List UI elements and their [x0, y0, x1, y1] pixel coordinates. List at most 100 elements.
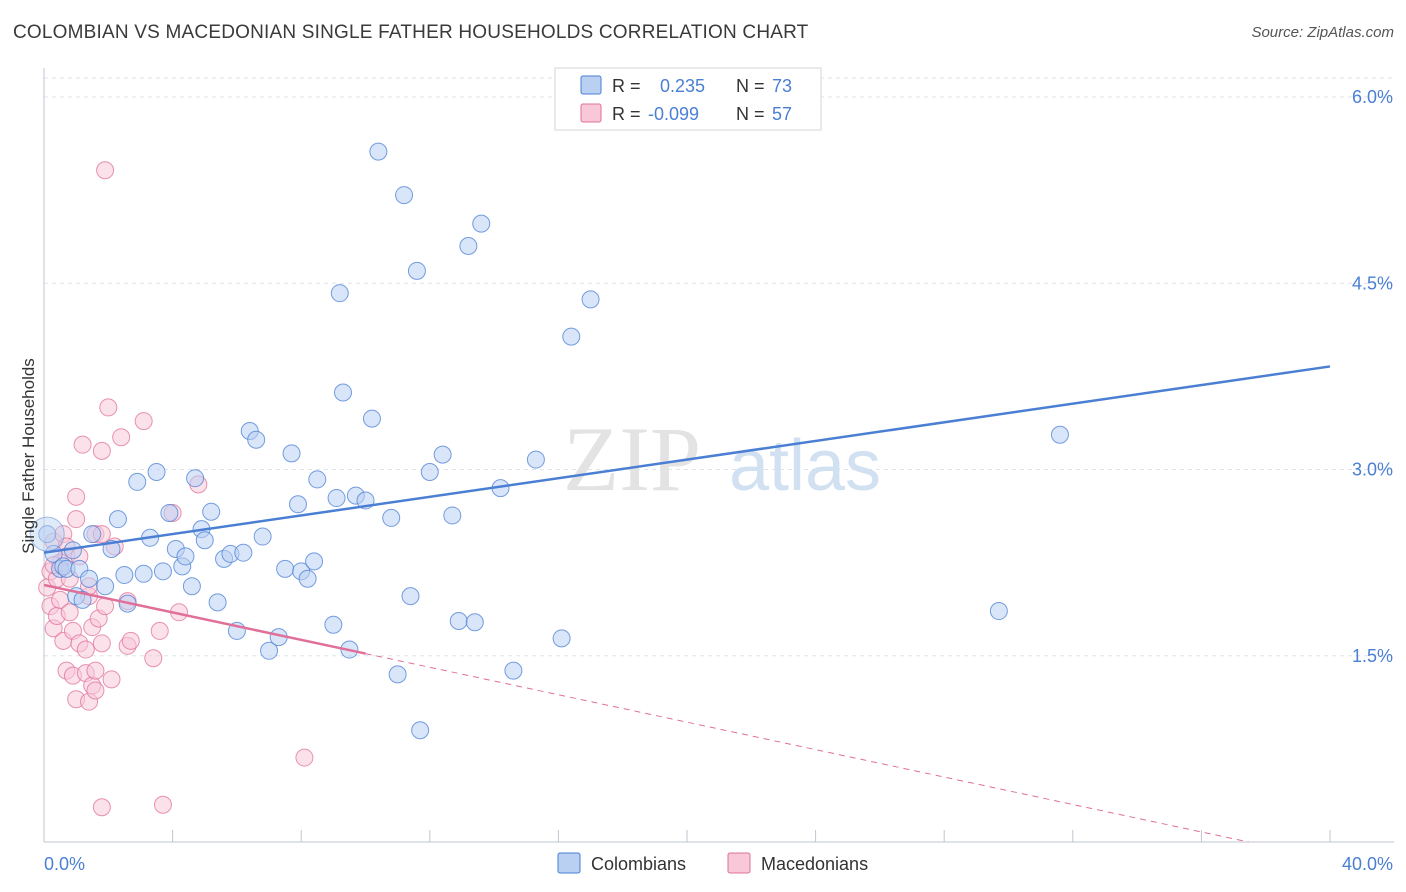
- macedonians-point-31: [86, 661, 105, 680]
- x-tick-label-0: 0.0%: [44, 854, 85, 874]
- colombians-point-40: [276, 559, 295, 578]
- colombians-point-46: [308, 470, 327, 489]
- colombians-point-13: [108, 510, 127, 529]
- legend-swatch-colombians: [557, 852, 581, 874]
- axes: [43, 68, 1394, 843]
- stats-r-value-macedonians: -0.099: [648, 104, 699, 124]
- macedonians-point-23: [73, 435, 92, 454]
- legend-label-colombians: Colombians: [591, 854, 686, 874]
- colombians-point-55: [369, 142, 388, 161]
- colombians-point-68: [472, 214, 491, 233]
- colombians-point-76: [1050, 425, 1069, 444]
- colombians-point-28: [195, 531, 214, 550]
- colombians-point-11: [96, 577, 115, 596]
- colombians-point-50: [333, 383, 352, 402]
- colombians-point-14: [115, 566, 134, 585]
- y-tick-label-1: 3.0%: [1352, 460, 1393, 480]
- macedonians-point-37: [92, 634, 111, 653]
- x-tick-label-1: 40.0%: [1342, 854, 1393, 874]
- colombians-point-56: [382, 508, 401, 527]
- y-axis-label: Single Father Households: [19, 358, 38, 554]
- colombians-point-10: [83, 525, 102, 544]
- colombians-point-16: [128, 472, 147, 491]
- colombians-point-42: [288, 495, 307, 514]
- colombians-point-48: [327, 489, 346, 508]
- colombians-point-8: [73, 590, 92, 609]
- macedonians-point-44: [112, 428, 131, 447]
- stats-r-label-colombians: R =: [612, 76, 641, 96]
- colombians-point-29: [202, 502, 221, 521]
- colombians-point-9: [80, 569, 99, 588]
- colombians-point-41: [282, 444, 301, 463]
- colombians-point-64: [443, 506, 462, 525]
- colombians-point-49: [330, 284, 349, 303]
- colombians-point-75: [989, 602, 1008, 621]
- legend-label-macedonians: Macedonians: [761, 854, 868, 874]
- macedonians-point-50: [150, 621, 169, 640]
- y-tick-label-3: 6.0%: [1352, 87, 1393, 107]
- colombians-point-54: [362, 409, 381, 428]
- colombians-point-71: [526, 450, 545, 469]
- macedonians-point-48: [134, 412, 153, 431]
- colombians-point-17: [134, 564, 153, 583]
- watermark-atlas: atlas: [729, 426, 881, 506]
- colombians-point-63: [433, 445, 452, 464]
- trend-line-colombians: [43, 365, 1331, 554]
- macedonians-point-49: [144, 649, 163, 668]
- y-tick-labels: 1.5% 3.0% 4.5% 6.0%: [1352, 87, 1393, 666]
- colombians-point-38: [260, 641, 279, 660]
- colombians-point-20: [153, 562, 172, 581]
- colombians-point-70: [504, 661, 523, 680]
- colombians-point-72: [552, 629, 571, 648]
- macedonians-point-24: [76, 640, 95, 659]
- y-tick-label-2: 4.5%: [1352, 273, 1393, 293]
- y-tick-label-0: 1.5%: [1352, 646, 1393, 666]
- macedonians-point-20: [67, 510, 86, 529]
- colombians-point-73: [562, 327, 581, 346]
- stats-n-label-macedonians: N =: [736, 104, 765, 124]
- trend-line-macedonians: [43, 583, 366, 655]
- macedonians-point-35: [92, 441, 111, 460]
- colombians-point-34: [234, 543, 253, 562]
- x-tick-labels: 0.0% 40.0%: [44, 854, 1393, 874]
- colombians-point-66: [459, 237, 478, 255]
- macedonians-point-33: [86, 681, 105, 700]
- macedonians-point-42: [102, 670, 121, 689]
- colombians-point-44: [298, 569, 317, 588]
- colombians-point-57: [388, 665, 407, 684]
- macedonians-point-41: [99, 398, 118, 417]
- stats-swatch-colombians: [580, 75, 602, 95]
- colombians-point-62: [420, 462, 439, 481]
- colombians-point-21: [160, 503, 179, 522]
- stats-n-value-macedonians: 57: [772, 104, 792, 124]
- stats-n-label-colombians: N =: [736, 76, 765, 96]
- macedonians-point-15: [60, 603, 79, 622]
- colombians-point-37: [253, 527, 272, 546]
- source-label: Source: ZipAtlas.com: [1251, 24, 1394, 41]
- colombians-point-59: [401, 587, 420, 606]
- series-macedonians: [38, 161, 314, 817]
- bottom-legend: Colombians Macedonians: [557, 852, 868, 874]
- colombians-point-19: [147, 462, 166, 481]
- stats-r-label-macedonians: R =: [612, 104, 641, 124]
- colombians-point-67: [465, 613, 484, 632]
- colombians-point-58: [395, 186, 414, 205]
- stats-r-value-colombians: 0.235: [660, 76, 705, 96]
- colombians-point-61: [411, 721, 430, 740]
- watermark-zip: ZIP: [563, 408, 701, 510]
- macedonians-point-38: [92, 798, 111, 817]
- macedonians-point-18: [67, 487, 86, 506]
- colombians-point-0: [38, 525, 57, 544]
- colombians-point-60: [407, 261, 426, 280]
- trend-line-macedonians-extension: [365, 653, 1249, 843]
- colombians-point-45: [305, 552, 324, 571]
- trend-lines: [43, 365, 1331, 843]
- stats-legend: R = 0.235 N = 73 R = -0.099 N = 57: [554, 67, 822, 131]
- macedonians-point-51: [153, 795, 172, 814]
- stats-n-value-colombians: 73: [772, 76, 792, 96]
- colombians-point-47: [324, 615, 343, 634]
- legend-swatch-macedonians: [727, 852, 751, 874]
- watermark: ZIP atlas: [563, 408, 881, 510]
- macedonians-point-47: [121, 631, 140, 650]
